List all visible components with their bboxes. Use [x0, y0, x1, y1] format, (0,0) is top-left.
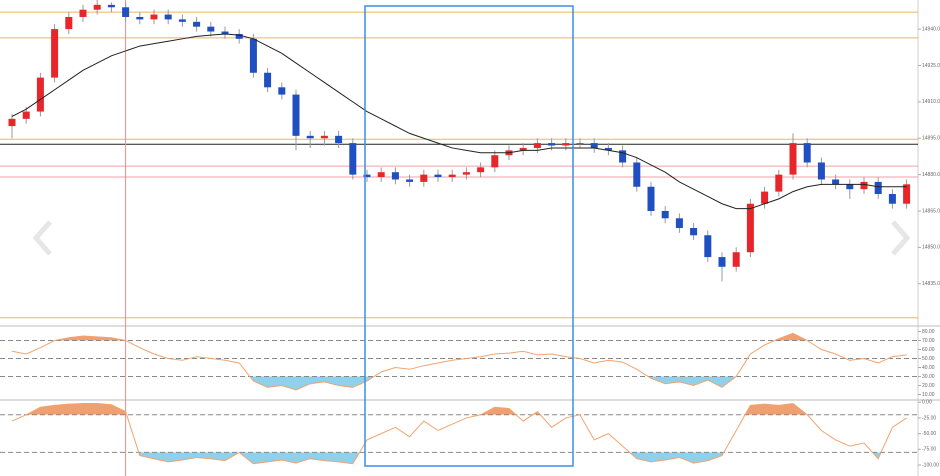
candle-body — [93, 4, 101, 10]
candle-body — [448, 174, 456, 178]
candle-body — [619, 150, 627, 163]
y-tick-label: -25.00 — [922, 415, 936, 421]
candle-body — [150, 14, 158, 20]
oversold-area — [138, 452, 882, 464]
candle-body — [832, 179, 840, 185]
candle-body — [903, 184, 911, 204]
candle-body — [491, 155, 499, 168]
candle-body — [207, 26, 215, 32]
y-tick-label: 14895.0 — [922, 136, 940, 142]
candle-body — [235, 33, 243, 39]
candle-body — [420, 174, 428, 182]
y-tick-label: 0.00 — [922, 400, 932, 406]
y-tick-label: 40.00 — [922, 365, 935, 371]
overbought-area — [12, 403, 907, 415]
candle-body — [249, 38, 257, 73]
y-tick-label: 14880.0 — [922, 172, 940, 178]
candle-body — [51, 29, 59, 78]
candle-body — [562, 143, 570, 146]
candle-body — [846, 184, 854, 190]
y-tick-label: -50.00 — [922, 431, 936, 437]
candle-body — [675, 218, 683, 228]
next-arrow[interactable] — [891, 220, 911, 256]
candle-body — [462, 172, 470, 175]
candle-body — [746, 203, 754, 253]
y-tick-label: 14865.0 — [922, 208, 940, 214]
moving-average — [11, 33, 907, 210]
y-tick-label: 10.00 — [922, 392, 935, 398]
candle-body — [519, 147, 527, 151]
candle-body — [22, 111, 30, 119]
candle-body — [264, 72, 272, 88]
candle-body — [65, 16, 73, 30]
candle-body — [576, 143, 584, 145]
candle-body — [874, 181, 882, 195]
oversold-area — [12, 376, 907, 390]
candle-body — [477, 167, 485, 173]
candle-body — [122, 7, 130, 17]
y-tick-label: 80.00 — [922, 329, 935, 335]
candle-body — [888, 194, 896, 204]
candle-body — [661, 211, 669, 219]
selection-box — [364, 5, 574, 467]
y-tick-label: 14925.0 — [922, 63, 940, 69]
y-tick-label: 50.00 — [922, 356, 935, 362]
candle-body — [8, 118, 16, 127]
y-tick-label: 14940.0 — [922, 26, 940, 32]
candle-body — [633, 162, 641, 187]
candle-body — [434, 174, 442, 178]
candle-body — [590, 143, 598, 148]
candle-body — [36, 77, 44, 112]
candle-body — [860, 181, 868, 190]
candle-body — [803, 143, 811, 163]
y-tick-label: 70.00 — [922, 338, 935, 344]
candle-body — [775, 174, 783, 192]
candle-body — [335, 135, 343, 144]
y-tick-label: 14835.0 — [922, 281, 940, 287]
candle-body — [79, 9, 87, 17]
candle-body — [690, 227, 698, 236]
candle-body — [533, 143, 541, 148]
candle-body — [292, 94, 300, 136]
candle-body — [732, 252, 740, 267]
candle-body — [193, 21, 201, 27]
candle-body — [320, 135, 328, 139]
candle-body — [704, 235, 712, 258]
candle-body — [548, 143, 556, 146]
y-tick-label: 14910.0 — [922, 99, 940, 105]
y-tick-label: 20.00 — [922, 383, 935, 389]
candle-body — [306, 135, 314, 139]
y-tick-label: 30.00 — [922, 374, 935, 380]
candle-body — [136, 16, 144, 20]
y-tick-label: -100.00 — [922, 462, 939, 468]
overbought-area — [12, 333, 907, 341]
candle-body — [178, 19, 186, 22]
candle-body — [107, 4, 115, 8]
candle-body — [789, 143, 797, 175]
oscillator-line — [11, 332, 907, 391]
candle-body — [761, 191, 769, 204]
candle-body — [363, 174, 371, 178]
candle-body — [278, 87, 286, 95]
y-tick-label: -75.00 — [922, 447, 936, 453]
candle-body — [377, 172, 385, 178]
prev-arrow[interactable] — [32, 220, 52, 256]
candle-body — [349, 143, 357, 175]
y-tick-label: 14850.0 — [922, 245, 940, 251]
candle-body — [164, 14, 172, 20]
candle-body — [391, 172, 399, 180]
oscillator-line — [11, 402, 907, 465]
candle-body — [817, 162, 825, 180]
candle-body — [221, 31, 229, 34]
candle-body — [406, 179, 414, 182]
candle-body — [647, 186, 655, 212]
candle-body — [604, 147, 612, 151]
candle-body — [718, 257, 726, 267]
y-tick-label: 60.00 — [922, 347, 935, 353]
